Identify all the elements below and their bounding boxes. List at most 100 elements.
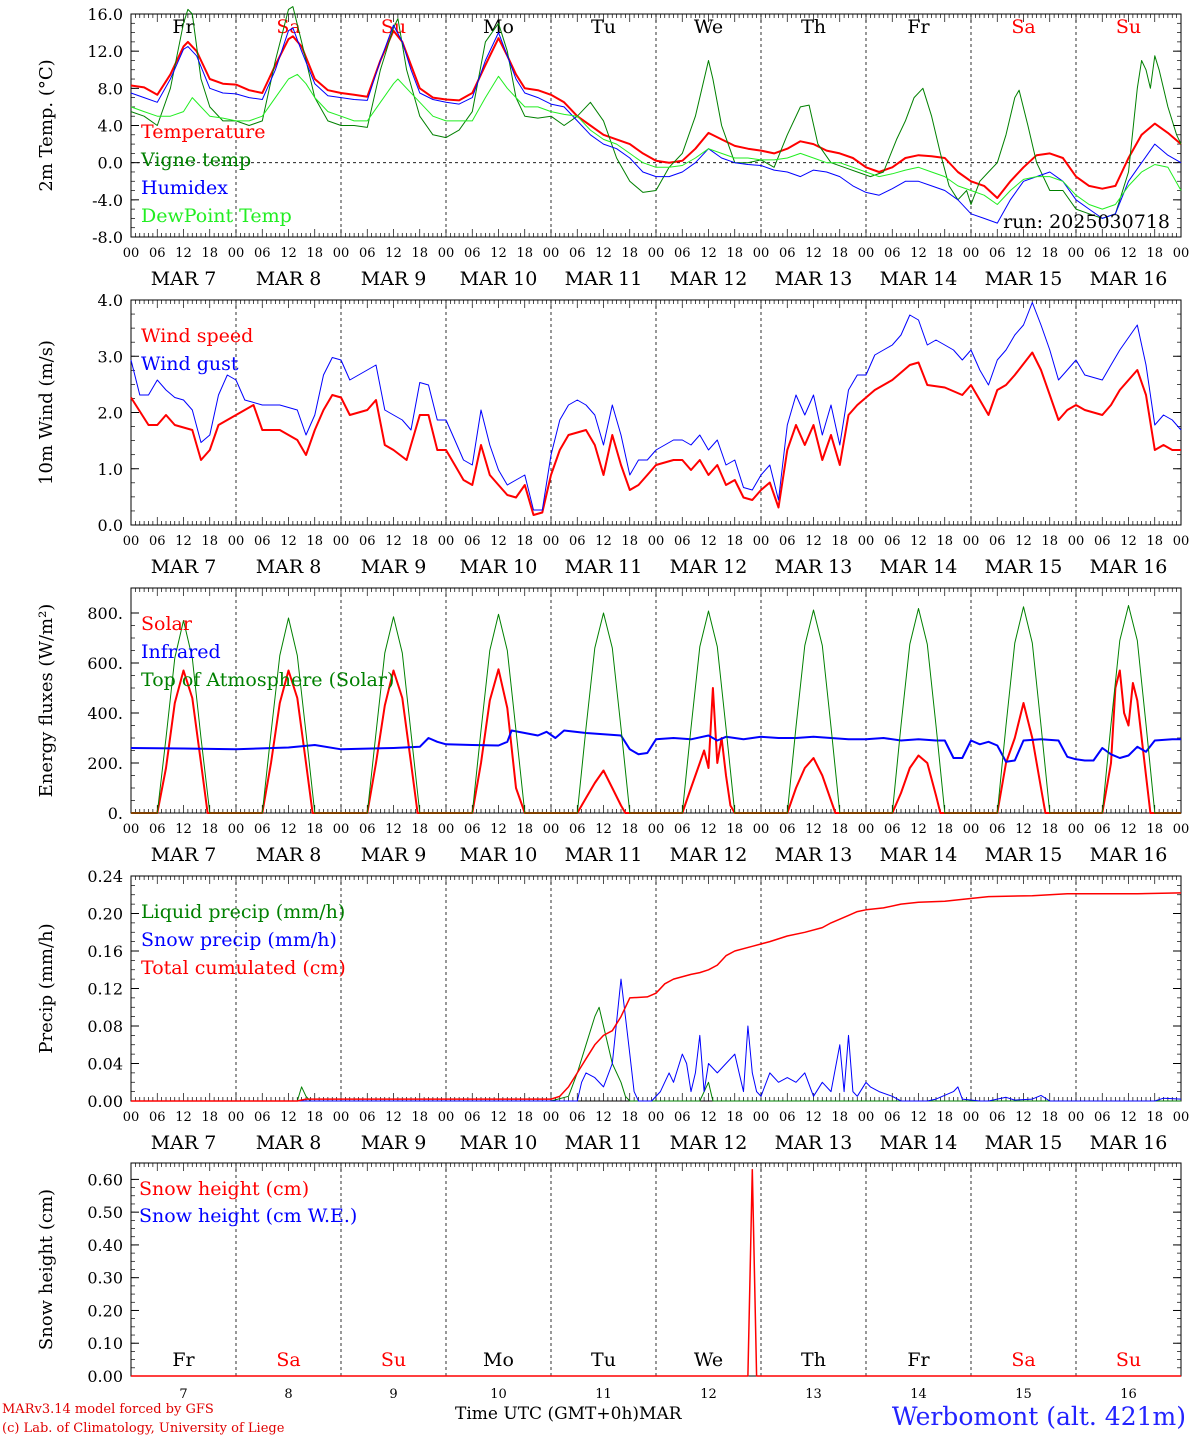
hour-tick-label: 06 bbox=[569, 534, 586, 549]
legend-entry: Total cumulated (cm) bbox=[141, 957, 346, 979]
date-label: MAR 15 bbox=[985, 556, 1063, 578]
y-axis-label: Snow height (cm) bbox=[36, 1189, 57, 1350]
hour-tick-label: 12 bbox=[385, 1110, 402, 1125]
date-label: MAR 9 bbox=[361, 268, 427, 290]
hour-tick-label: 06 bbox=[779, 1110, 796, 1125]
y-tick-label: -4.0 bbox=[92, 191, 123, 210]
series-line-snow-height-cm- bbox=[131, 1168, 1181, 1377]
hour-tick-label: 00 bbox=[858, 246, 875, 261]
legend-entry: DewPoint Temp bbox=[141, 205, 292, 227]
hour-tick-label: 18 bbox=[831, 246, 848, 261]
legend-entry: Wind speed bbox=[141, 325, 253, 347]
hour-tick-label: 18 bbox=[411, 534, 428, 549]
hour-tick-label: 00 bbox=[648, 534, 665, 549]
hour-tick-label: 18 bbox=[201, 822, 218, 837]
y-tick-label: 0.08 bbox=[87, 1017, 123, 1036]
hour-tick-label: 06 bbox=[779, 534, 796, 549]
hour-tick-label: 18 bbox=[1146, 1110, 1163, 1125]
legend-entry: Snow precip (mm/h) bbox=[141, 929, 337, 951]
weekday-label: Sa bbox=[1011, 1349, 1035, 1371]
hour-tick-label: 12 bbox=[385, 534, 402, 549]
hour-tick-label: 06 bbox=[674, 534, 691, 549]
hour-tick-label: 12 bbox=[175, 1110, 192, 1125]
y-tick-label: 0.12 bbox=[87, 980, 123, 999]
date-label: MAR 13 bbox=[775, 556, 853, 578]
hour-tick-label: 06 bbox=[464, 1110, 481, 1125]
hour-tick-label: 00 bbox=[1068, 534, 1085, 549]
date-label: MAR 7 bbox=[151, 268, 217, 290]
date-label: MAR 16 bbox=[1090, 268, 1168, 290]
legend-entry: Vigne temp bbox=[140, 149, 251, 171]
plot-frame bbox=[130, 299, 1182, 526]
y-tick-label: 200. bbox=[87, 754, 123, 773]
hour-tick-label: 06 bbox=[884, 822, 901, 837]
hour-tick-label: 00 bbox=[648, 246, 665, 261]
y-tick-label: 3.0 bbox=[98, 347, 123, 366]
y-tick-label: 0.04 bbox=[87, 1055, 123, 1074]
series-line-solar bbox=[131, 668, 1181, 814]
weekday-label: Su bbox=[381, 1349, 406, 1371]
hour-tick-label: 00 bbox=[1068, 822, 1085, 837]
hour-tick-label: 06 bbox=[989, 822, 1006, 837]
hour-tick-label: 06 bbox=[254, 822, 271, 837]
panel-precip: 0.00 0.04 0.08 0.12 0.16 0.20 0.24 Precip (mm/h… bbox=[36, 867, 1189, 1154]
hour-tick-label: 00 bbox=[1173, 822, 1190, 837]
time-utc-label: Time UTC (GMT+0h) bbox=[455, 1404, 640, 1424]
day-number-label: 7 bbox=[179, 1387, 187, 1402]
hour-tick-label: 12 bbox=[595, 822, 612, 837]
hour-tick-label: 18 bbox=[726, 822, 743, 837]
date-label: MAR 13 bbox=[775, 1132, 853, 1154]
hour-tick-label: 06 bbox=[779, 822, 796, 837]
hour-tick-label: 00 bbox=[438, 246, 455, 261]
y-tick-label: 0.0 bbox=[98, 154, 123, 173]
hour-tick-label: 12 bbox=[595, 246, 612, 261]
station-name: Werbomont (alt. 421m) bbox=[891, 1402, 1186, 1431]
hour-tick-label: 18 bbox=[1041, 246, 1058, 261]
hour-tick-label: 06 bbox=[464, 534, 481, 549]
weekday-label: Fr bbox=[907, 1349, 930, 1371]
plot-frame bbox=[130, 13, 1182, 238]
hour-tick-label: 06 bbox=[569, 822, 586, 837]
y-axis-label: 10m Wind (m/s) bbox=[36, 340, 57, 485]
hour-tick-label: 06 bbox=[569, 1110, 586, 1125]
hour-tick-label: 12 bbox=[910, 246, 927, 261]
y-tick-label: 0.50 bbox=[87, 1203, 123, 1222]
hour-tick-label: 00 bbox=[333, 822, 350, 837]
date-label: MAR 9 bbox=[361, 844, 427, 866]
hour-tick-label: 18 bbox=[621, 1110, 638, 1125]
y-axis-label: 2m Temp. (°C) bbox=[36, 59, 57, 191]
hour-tick-label: 00 bbox=[228, 822, 245, 837]
hour-tick-label: 18 bbox=[831, 822, 848, 837]
weekday-label: Mo bbox=[483, 16, 514, 38]
hour-tick-label: 18 bbox=[201, 534, 218, 549]
date-label: MAR 10 bbox=[460, 268, 538, 290]
day-number-label: 11 bbox=[595, 1387, 612, 1402]
hour-tick-label: 18 bbox=[306, 246, 323, 261]
y-tick-label: 600. bbox=[87, 654, 123, 673]
hour-tick-label: 12 bbox=[910, 822, 927, 837]
hour-tick-label: 00 bbox=[648, 1110, 665, 1125]
y-tick-label: 0.40 bbox=[87, 1236, 123, 1255]
hour-tick-label: 12 bbox=[175, 534, 192, 549]
date-label: MAR 8 bbox=[256, 1132, 322, 1154]
hour-tick-label: 00 bbox=[648, 822, 665, 837]
y-tick-label: 0.20 bbox=[87, 905, 123, 924]
date-label: MAR 16 bbox=[1090, 1132, 1168, 1154]
hour-tick-label: 06 bbox=[1094, 1110, 1111, 1125]
legend-entry: Snow height (cm) bbox=[139, 1178, 309, 1200]
date-label: MAR 7 bbox=[151, 844, 217, 866]
hour-tick-label: 12 bbox=[595, 1110, 612, 1125]
hour-tick-label: 12 bbox=[385, 246, 402, 261]
hour-tick-label: 06 bbox=[884, 246, 901, 261]
date-label: MAR 7 bbox=[151, 556, 217, 578]
hour-tick-label: 18 bbox=[936, 246, 953, 261]
series-line-infrared bbox=[130, 729, 1181, 763]
hour-tick-label: 00 bbox=[438, 534, 455, 549]
y-tick-label: 0.16 bbox=[87, 942, 123, 961]
weekday-label: Fr bbox=[172, 16, 195, 38]
date-label: MAR 11 bbox=[565, 556, 643, 578]
weekday-label: Th bbox=[801, 1349, 826, 1371]
hour-tick-label: 00 bbox=[228, 534, 245, 549]
date-label: MAR 10 bbox=[460, 556, 538, 578]
hour-tick-label: 12 bbox=[1120, 1110, 1137, 1125]
